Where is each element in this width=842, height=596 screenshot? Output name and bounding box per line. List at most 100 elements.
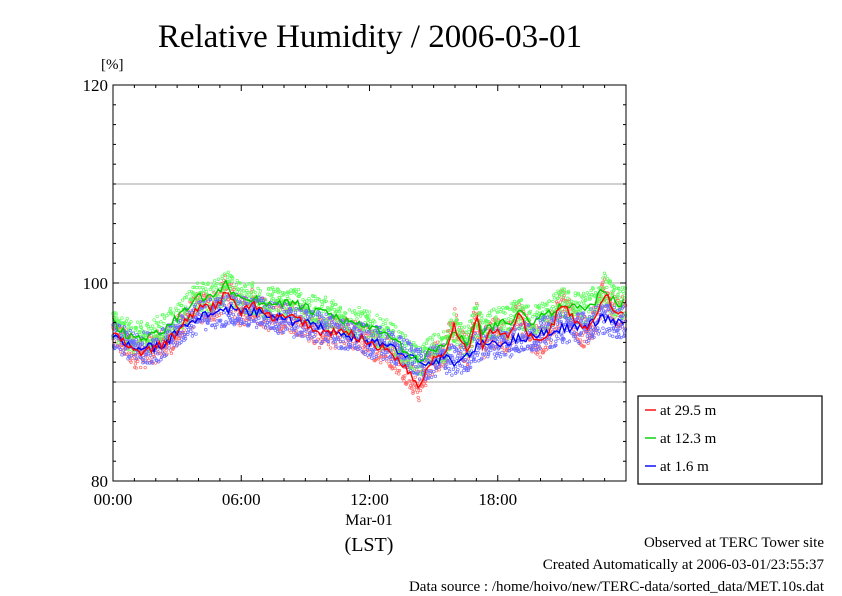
scatter-point	[610, 322, 614, 326]
scatter-point	[554, 300, 559, 304]
scatter-point	[430, 353, 435, 357]
scatter-point	[597, 329, 601, 333]
scatter-point	[355, 317, 359, 321]
scatter-point	[518, 305, 522, 309]
scatter-point	[469, 349, 474, 353]
scatter-point	[246, 294, 250, 298]
scatter-point	[242, 289, 246, 293]
scatter-point	[324, 312, 328, 316]
scatter-point	[167, 346, 171, 350]
scatter-point	[575, 301, 580, 306]
scatter-point	[313, 339, 317, 344]
scatter-point	[416, 353, 420, 358]
scatter-point	[564, 313, 569, 317]
scatter-point	[239, 321, 243, 326]
scatter-point	[294, 290, 298, 294]
scatter-point	[573, 334, 577, 338]
scatter-point	[415, 349, 419, 353]
scatter-point	[594, 328, 598, 333]
scatter-point	[522, 307, 526, 311]
scatter-point	[416, 395, 420, 400]
scatter-point	[526, 304, 530, 308]
scatter-point	[501, 306, 505, 310]
scatter-point	[143, 365, 147, 370]
scatter-point	[365, 345, 370, 349]
scatter-point	[213, 326, 218, 330]
scatter-point	[452, 359, 456, 363]
scatter-point	[406, 361, 411, 365]
scatter-point	[263, 316, 267, 321]
scatter-point	[295, 333, 299, 337]
scatter-point	[174, 344, 179, 348]
scatter-point	[270, 292, 275, 296]
scatter-point	[317, 311, 322, 315]
scatter-point	[576, 291, 580, 295]
scatter-point	[522, 347, 527, 351]
scatter-point	[590, 286, 595, 290]
scatter-point	[240, 287, 244, 291]
scatter-point	[537, 329, 541, 333]
scatter-point	[159, 358, 163, 362]
scatter-point	[161, 327, 165, 331]
scatter-point	[367, 355, 371, 359]
scatter-point	[576, 339, 580, 344]
scatter-point	[596, 286, 601, 290]
scatter-point	[514, 344, 518, 349]
scatter-point	[618, 314, 622, 319]
scatter-point	[341, 339, 346, 344]
scatter-point	[474, 301, 479, 306]
scatter-point	[495, 310, 500, 315]
scatter-point	[149, 326, 153, 331]
scatter-point	[500, 350, 504, 355]
scatter-point	[547, 299, 551, 303]
scatter-point	[453, 307, 457, 311]
scatter-point	[285, 327, 289, 331]
scatter-point	[230, 279, 234, 283]
scatter-point	[180, 298, 185, 302]
scatter-point	[478, 311, 482, 315]
scatter-point	[542, 321, 546, 325]
scatter-point	[510, 353, 514, 357]
scatter-point	[372, 347, 376, 351]
scatter-point	[424, 379, 428, 383]
scatter-point	[236, 287, 240, 291]
scatter-point	[171, 311, 176, 315]
scatter-point	[564, 317, 569, 321]
scatter-point	[350, 310, 355, 314]
scatter-point	[528, 309, 533, 314]
scatter-point	[118, 318, 122, 323]
scatter-point	[402, 338, 406, 342]
scatter-point	[477, 346, 482, 350]
scatter-point	[335, 309, 339, 314]
scatter-point	[387, 362, 391, 366]
scatter-point	[326, 325, 330, 330]
scatter-point	[590, 335, 595, 339]
scatter-point	[180, 330, 185, 334]
scatter-point	[617, 287, 621, 291]
scatter-point	[454, 348, 459, 352]
scatter-point	[231, 312, 236, 317]
scatter-point	[335, 318, 339, 322]
scatter-point	[567, 339, 572, 343]
scatter-point	[212, 298, 216, 302]
scatter-point	[434, 366, 438, 370]
y-tick-label: 80	[91, 472, 108, 491]
scatter-point	[358, 326, 362, 330]
scatter-point	[586, 331, 590, 336]
scatter-point	[462, 325, 467, 329]
scatter-point	[267, 322, 272, 326]
scatter-point	[114, 311, 118, 315]
scatter-point	[566, 291, 571, 295]
scatter-point	[320, 302, 325, 307]
scatter-point	[487, 311, 491, 315]
scatter-point	[508, 355, 512, 359]
scatter-point	[273, 322, 277, 327]
scatter-point	[177, 301, 182, 306]
scatter-point	[153, 361, 158, 365]
scatter-point	[536, 350, 540, 355]
scatter-point	[468, 365, 473, 370]
scatter-point	[360, 341, 364, 345]
scatter-point	[589, 328, 593, 332]
scatter-point	[250, 284, 254, 289]
scatter-point	[391, 334, 396, 338]
